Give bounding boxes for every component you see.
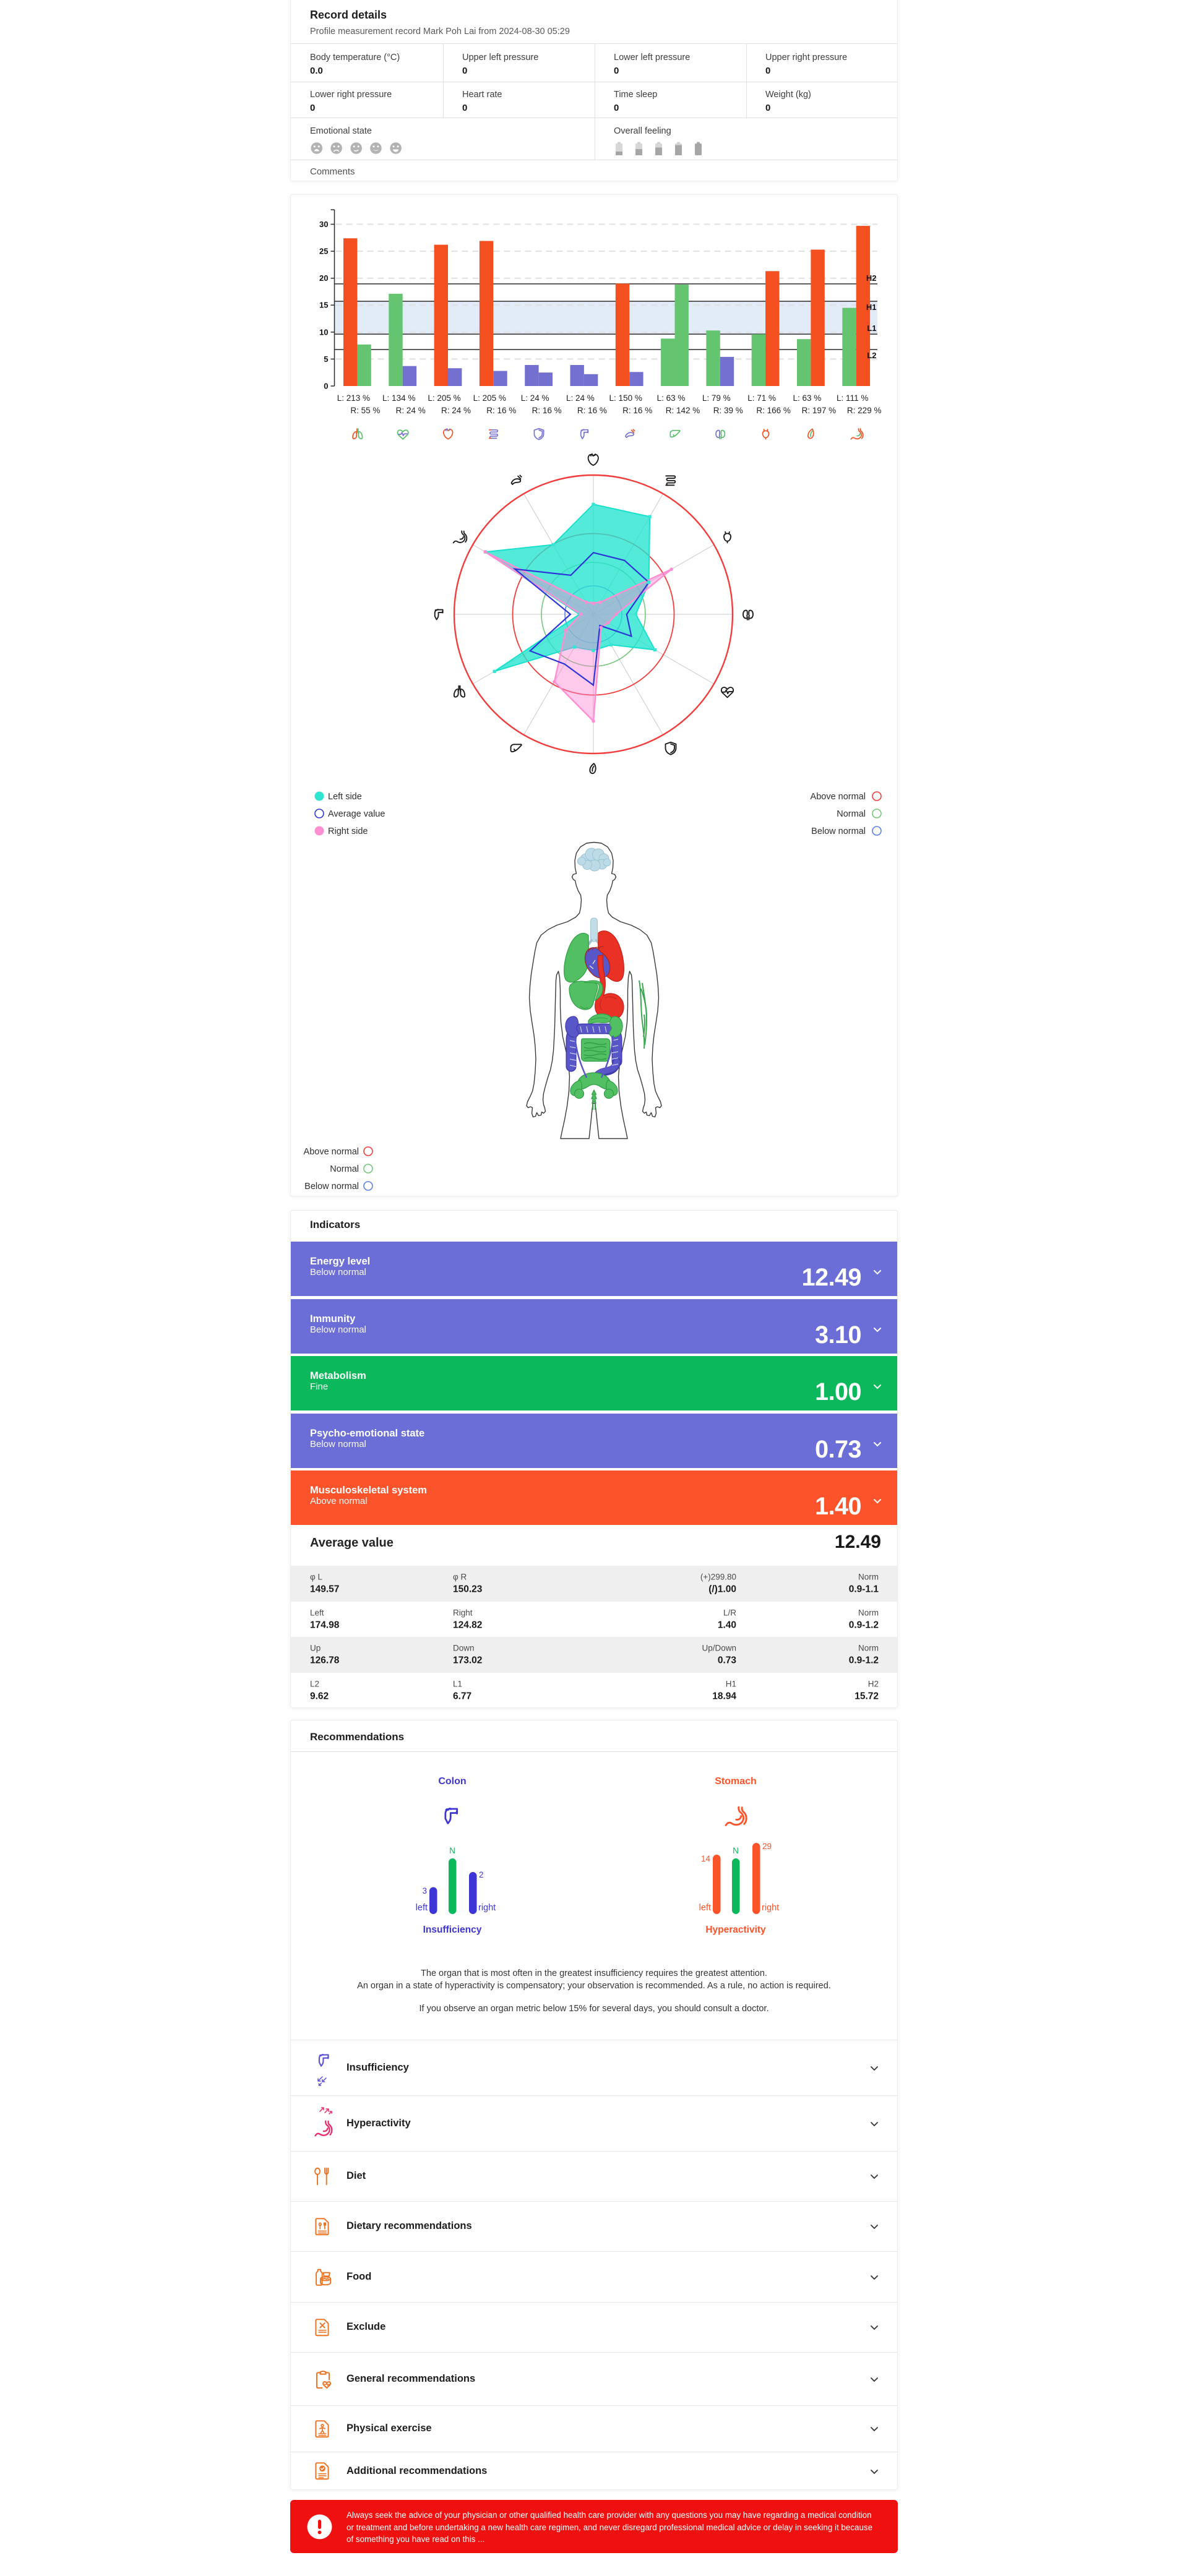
svg-text:L: 24 %: L: 24 % <box>521 393 549 403</box>
svg-text:R: 16 %: R: 16 % <box>622 406 652 415</box>
svg-text:10: 10 <box>319 327 328 337</box>
svg-text:R: 142 %: R: 142 % <box>666 406 700 415</box>
svg-text:L: 134 %: L: 134 % <box>382 393 415 403</box>
svg-text:29: 29 <box>762 1842 772 1851</box>
svg-text:R: 39 %: R: 39 % <box>713 406 743 415</box>
svg-text:Normal: Normal <box>837 809 866 819</box>
svg-text:Below normal: Below normal <box>811 826 866 836</box>
svg-text:L: 63 %: L: 63 % <box>657 393 686 403</box>
svg-text:R: 55 %: R: 55 % <box>350 406 380 415</box>
svg-text:R: 24 %: R: 24 % <box>441 406 471 415</box>
svg-text:N: N <box>449 1846 455 1855</box>
svg-text:L: 205 %: L: 205 % <box>428 393 460 403</box>
svg-text:30: 30 <box>319 220 328 229</box>
svg-text:L: 213 %: L: 213 % <box>337 393 370 403</box>
svg-text:L: 63 %: L: 63 % <box>793 393 822 403</box>
svg-text:Average value: Average value <box>328 809 385 819</box>
svg-text:L2: L2 <box>867 351 876 360</box>
svg-text:right: right <box>478 1903 496 1913</box>
svg-text:14: 14 <box>701 1854 711 1863</box>
svg-text:20: 20 <box>319 273 328 283</box>
svg-text:Normal: Normal <box>330 1164 359 1174</box>
svg-text:left: left <box>416 1903 428 1913</box>
svg-text:N: N <box>733 1846 739 1855</box>
svg-text:Right side: Right side <box>328 826 368 836</box>
svg-text:L: 71 %: L: 71 % <box>747 393 776 403</box>
svg-text:L: 24 %: L: 24 % <box>566 393 595 403</box>
svg-text:15: 15 <box>319 301 328 310</box>
svg-text:0: 0 <box>324 382 328 391</box>
svg-text:R: 166 %: R: 166 % <box>756 406 791 415</box>
svg-text:L: 111 %: L: 111 % <box>837 393 868 403</box>
svg-text:2: 2 <box>479 1870 484 1879</box>
svg-text:left: left <box>699 1903 711 1913</box>
svg-text:right: right <box>762 1903 779 1913</box>
svg-text:L: 205 %: L: 205 % <box>473 393 506 403</box>
svg-text:R: 16 %: R: 16 % <box>577 406 607 415</box>
svg-text:Above normal: Above normal <box>811 792 866 802</box>
svg-text:L: 79 %: L: 79 % <box>702 393 731 403</box>
svg-text:H2: H2 <box>866 273 877 283</box>
svg-text:Left side: Left side <box>328 792 362 802</box>
svg-text:R: 229 %: R: 229 % <box>847 406 882 415</box>
svg-text:L1: L1 <box>867 324 876 333</box>
svg-text:25: 25 <box>319 247 328 256</box>
svg-text:3: 3 <box>422 1886 427 1896</box>
svg-text:Below normal: Below normal <box>304 1182 359 1191</box>
svg-text:R: 16 %: R: 16 % <box>532 406 562 415</box>
svg-text:L: 150 %: L: 150 % <box>609 393 642 403</box>
svg-text:5: 5 <box>324 354 328 364</box>
svg-text:R: 197 %: R: 197 % <box>802 406 837 415</box>
svg-text:R: 16 %: R: 16 % <box>486 406 516 415</box>
svg-text:R: 24 %: R: 24 % <box>396 406 426 415</box>
svg-text:Above normal: Above normal <box>304 1147 359 1157</box>
svg-text:H1: H1 <box>866 303 877 312</box>
